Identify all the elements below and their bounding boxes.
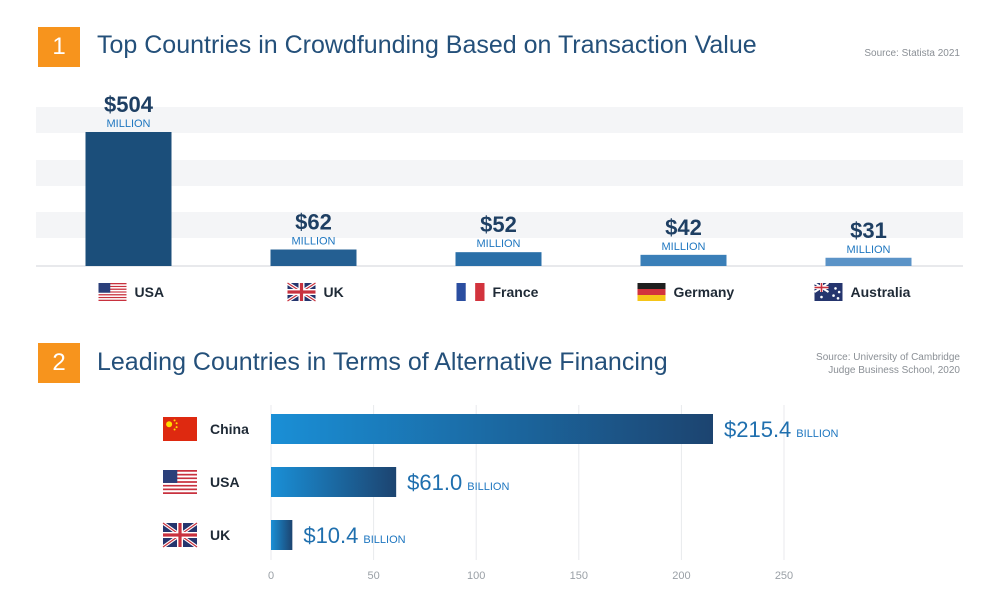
chart-1-title: Top Countries in Crowdfunding Based on T…: [97, 31, 757, 59]
chart-2-source: Source: University of Cambridge Judge Bu…: [816, 352, 960, 376]
x-tick-label: 0: [268, 570, 274, 582]
hbar-group-uk: UK $10.4 BILLION: [161, 520, 406, 550]
hbar-category-uk: UK: [210, 527, 230, 543]
chart-2-title: Leading Countries in Terms of Alternativ…: [97, 348, 668, 376]
x-tick-label: 200: [672, 570, 690, 582]
value-label-france: $52: [480, 212, 517, 237]
australia-flag-icon: [813, 282, 843, 301]
section-1-badge: 1: [38, 27, 80, 67]
x-tick-label: 250: [775, 570, 793, 582]
value-label-germany: $42: [665, 215, 702, 240]
hbar-unit-usa: BILLION: [467, 481, 509, 493]
category-label-germany: Germany: [674, 284, 735, 300]
germany-flag-icon: [637, 283, 666, 301]
value-label-usa: $504: [104, 92, 154, 117]
unit-label-uk: MILLION: [291, 236, 335, 248]
hbar-value-uk: $10.4: [303, 523, 358, 548]
value-label-uk: $62: [295, 210, 332, 235]
usa-flag-icon: [163, 470, 197, 494]
crowdfunding-bar-chart: $504MILLIONUSA$62MILLIONUK$52MILLIONFran…: [36, 92, 963, 303]
bar-usa: [85, 132, 172, 266]
france-flag-icon: [456, 283, 485, 301]
unit-label-france: MILLION: [476, 238, 520, 250]
x-tick-label: 50: [367, 570, 379, 582]
x-tick-label: 100: [467, 570, 485, 582]
hbar-uk: [271, 520, 293, 550]
unit-label-germany: MILLION: [661, 241, 705, 253]
bar-uk: [270, 249, 357, 266]
section-2-badge: 2: [38, 343, 80, 383]
china-flag-icon: [163, 417, 197, 441]
x-tick-label: 150: [570, 570, 588, 582]
bar-germany: [640, 254, 727, 266]
unit-label-usa: MILLION: [106, 118, 150, 130]
chart-1-gridbands: [36, 107, 963, 238]
hbar-group-usa: USA $61.0 BILLION: [163, 467, 509, 497]
uk-flag-icon: [161, 521, 199, 549]
uk-flag-icon: [286, 281, 317, 303]
hbar-value-china: $215.4: [724, 417, 791, 442]
category-label-usa: USA: [135, 284, 165, 300]
usa-flag-icon: [98, 283, 127, 301]
unit-label-australia: MILLION: [846, 244, 890, 256]
bar-france: [455, 252, 542, 266]
chart-1-source: Source: Statista 2021: [864, 48, 960, 59]
hbar-unit-uk: BILLION: [363, 534, 405, 546]
hbar-group-china: China $215.4 BILLION: [163, 414, 839, 444]
hbar-value-usa: $61.0: [407, 470, 462, 495]
category-label-uk: UK: [324, 284, 344, 300]
value-label-australia: $31: [850, 218, 887, 243]
hbar-usa: [271, 467, 397, 497]
hbar-category-usa: USA: [210, 474, 240, 490]
category-label-australia: Australia: [851, 284, 911, 300]
category-label-france: France: [493, 284, 539, 300]
hbar-unit-china: BILLION: [796, 428, 838, 440]
hbar-china: [271, 414, 714, 444]
hbar-category-china: China: [210, 421, 249, 437]
bar-australia: [825, 257, 912, 266]
